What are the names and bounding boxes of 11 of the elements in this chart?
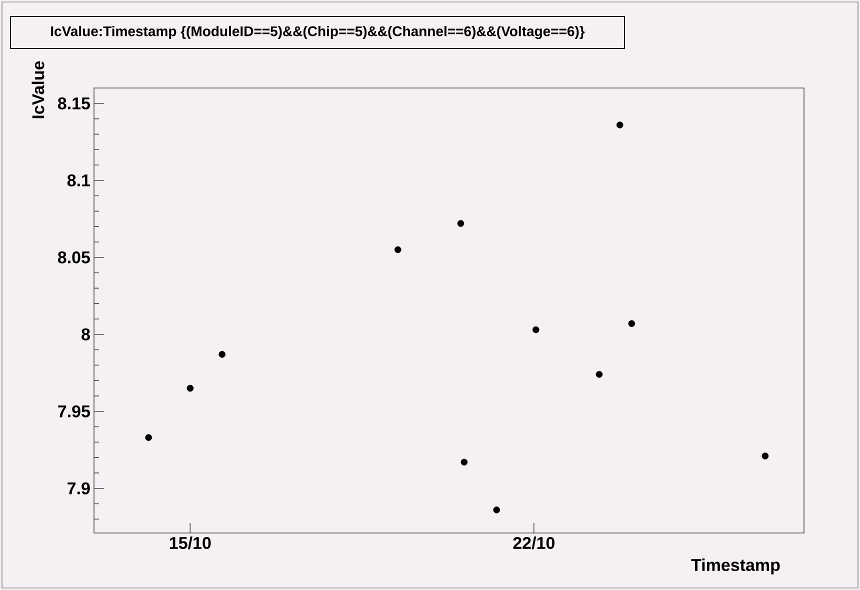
x-axis-title: Timestamp (691, 558, 780, 574)
y-axis-title: IcValue (32, 61, 44, 118)
chart-title: IcValue:Timestamp {(ModuleID==5)&&(Chip==5)&&(Channel==6)&&(Voltage==6)} (51, 26, 585, 40)
y-tick-label: 8.05 (58, 251, 90, 264)
y-tick-label: 8 (82, 328, 90, 340)
y-tick-label: 8.1 (67, 174, 90, 186)
y-tick-label: 7.9 (68, 482, 90, 494)
x-tick-label: 15/10 (170, 536, 211, 550)
y-tick-label: 7.95 (58, 405, 90, 418)
y-tick-label: 8.15 (58, 97, 90, 110)
x-tick-label: 22/10 (513, 536, 554, 550)
